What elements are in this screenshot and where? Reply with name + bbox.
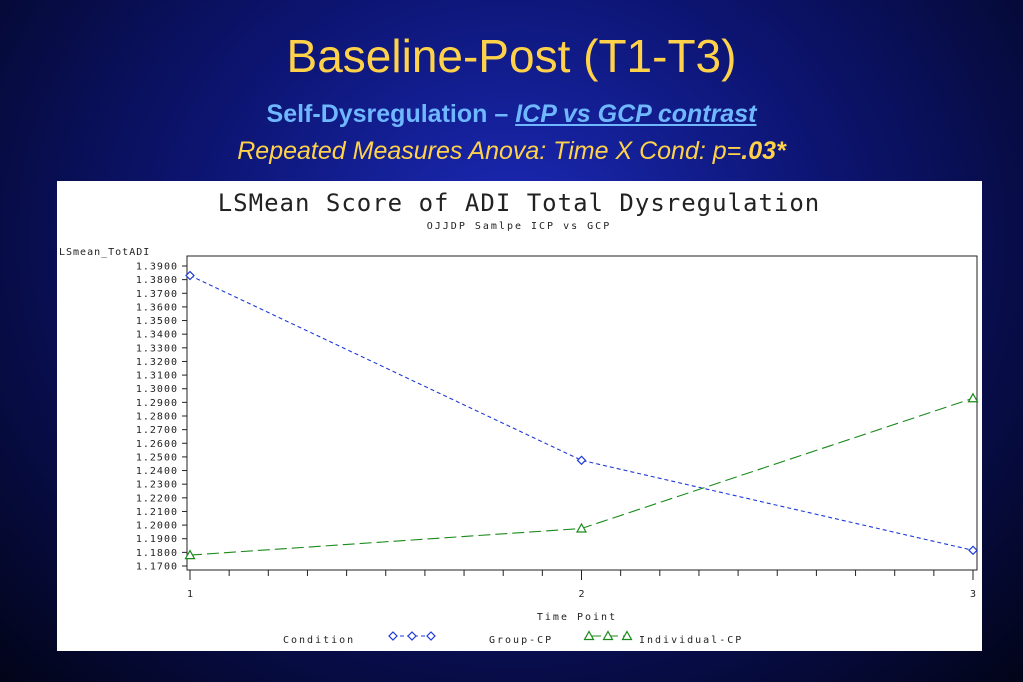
legend-label: Individual-CP (639, 635, 743, 646)
y-tick-label: 1.3600 (136, 302, 178, 313)
y-tick-label: 1.3700 (136, 289, 178, 300)
y-tick-label: 1.1900 (136, 534, 178, 545)
series-markers (184, 270, 979, 560)
data-point-marker (968, 545, 978, 556)
legend-label: Group-CP (489, 635, 553, 646)
legend-swatch-marker (583, 630, 595, 641)
y-tick-label: 1.3800 (136, 275, 178, 286)
x-tick-label: 2 (578, 589, 584, 600)
stat-line-main: Repeated Measures Anova: Time X Cond: p= (237, 137, 742, 165)
y-tick-label: 1.3100 (136, 371, 178, 382)
y-tick-label: 1.3300 (136, 343, 178, 354)
slide-title: Baseline-Post (T1-T3) (286, 30, 737, 82)
line-chart: LSMean Score of ADI Total Dysregulation … (59, 189, 979, 646)
x-axis: 1 2 3 (187, 570, 976, 600)
legend-swatch-marker (407, 631, 417, 641)
y-tick-label: 1.2000 (136, 521, 178, 532)
chart-title: LSMean Score of ADI Total Dysregulation (218, 189, 821, 217)
data-point-marker (185, 270, 195, 281)
x-axis-label: Time Point (537, 612, 617, 623)
chart-subtitle: OJJDP Samlpe ICP vs GCP (427, 221, 611, 232)
y-tick-label: 1.2900 (136, 398, 178, 409)
series-lines (189, 275, 974, 556)
y-tick-label: 1.2700 (136, 425, 178, 436)
y-tick-label: 1.2400 (136, 466, 178, 477)
plot-frame (186, 255, 978, 571)
y-tick-label: 1.2100 (136, 507, 178, 518)
series-line-0 (189, 275, 974, 551)
legend-title: Condition (283, 635, 355, 646)
y-tick-label: 1.1700 (136, 562, 178, 573)
y-axis-label: LSmean_TotADI (59, 247, 150, 258)
y-tick-label: 1.1800 (136, 548, 178, 559)
y-tick-label: 1.2300 (136, 480, 178, 491)
data-point-marker (967, 392, 979, 403)
slide-stat-line: Repeated Measures Anova: Time X Cond: p=… (0, 137, 1023, 166)
stat-line-p: .03* (741, 137, 786, 165)
subtitle-main: Self-Dysregulation – (266, 100, 516, 128)
x-tick-label: 3 (970, 589, 976, 600)
y-tick-label: 1.3500 (136, 316, 178, 327)
slide-subtitle: Self-Dysregulation – ICP vs GCP contrast (0, 100, 1023, 129)
y-tick-label: 1.2800 (136, 412, 178, 423)
y-tick-label: 1.3000 (136, 384, 178, 395)
y-tick-label: 1.2500 (136, 452, 178, 463)
y-tick-label: 1.2200 (136, 493, 178, 504)
chart-panel: LSMean Score of ADI Total Dysregulation … (57, 181, 982, 651)
legend-swatch-marker (388, 631, 398, 641)
y-tick-label: 1.3400 (136, 330, 178, 341)
x-tick-label: 1 (187, 589, 193, 600)
legend: Condition Group-CP Individual-CP (283, 630, 743, 646)
subtitle-contrast: ICP vs GCP contrast (515, 100, 757, 128)
y-tick-label: 1.3200 (136, 357, 178, 368)
legend-swatch-marker (621, 630, 633, 641)
data-point-marker (575, 522, 588, 533)
legend-swatch-marker (602, 630, 614, 641)
y-tick-label: 1.3900 (136, 262, 178, 273)
y-tick-label: 1.2600 (136, 439, 178, 450)
data-point-marker (184, 549, 196, 560)
legend-swatch-marker (426, 631, 436, 641)
y-axis: 1.3900 1.3800 1.3700 1.3600 1.3500 1.3400 1.33… (136, 262, 187, 573)
data-point-marker (576, 455, 587, 466)
